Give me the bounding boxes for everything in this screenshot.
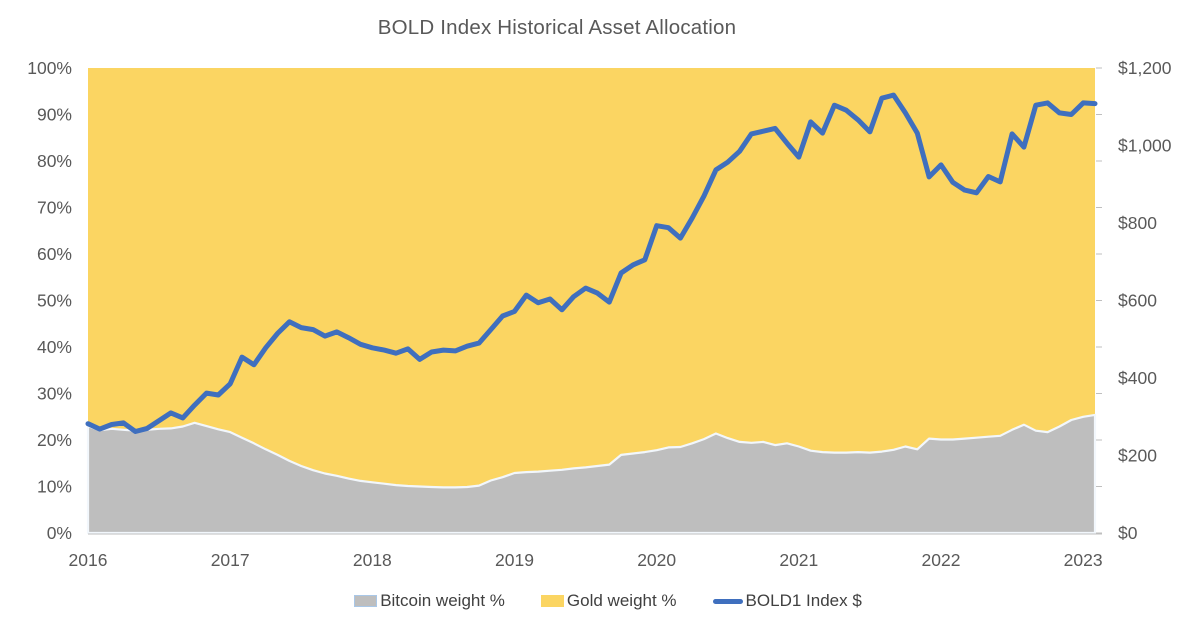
bold1-index-swatch — [712, 598, 743, 604]
legend-item-bold1-index: BOLD1 Index $ — [712, 591, 862, 611]
left-axis-label: 80% — [37, 151, 72, 171]
bold1-index-line — [85, 92, 1098, 434]
x-axis-label: 2018 — [353, 550, 392, 570]
x-axis-label: 2020 — [637, 550, 676, 570]
bitcoin-weight-swatch — [354, 595, 378, 607]
chart-legend: Bitcoin weight % Gold weight % BOLD1 Ind… — [88, 591, 1128, 611]
x-axis-label: 2022 — [922, 550, 961, 570]
x-axis-label: 2023 — [1064, 550, 1103, 570]
x-axis-label: 2017 — [211, 550, 250, 570]
right-axis-label: $1,000 — [1118, 136, 1172, 156]
x-axis-label: 2016 — [69, 550, 108, 570]
bitcoin-weight-area — [86, 413, 1097, 535]
legend-item-gold-weight: Gold weight % — [540, 591, 677, 611]
chart-title: BOLD Index Historical Asset Allocation — [377, 16, 737, 39]
right-axis-label: $600 — [1118, 291, 1157, 311]
right-axis-label: $200 — [1118, 446, 1157, 466]
right-axis-label: $400 — [1118, 368, 1157, 388]
left-axis-label: 60% — [37, 244, 72, 264]
gold-weight-swatch — [540, 595, 564, 607]
legend-label-gold-weight: Gold weight % — [566, 591, 677, 610]
left-axis-label: 70% — [37, 198, 72, 218]
legend-item-bitcoin-weight: Bitcoin weight % — [354, 591, 505, 611]
legend-label-bold1-index: BOLD1 Index $ — [745, 591, 862, 610]
left-axis-label: 100% — [27, 58, 72, 78]
left-axis-label: 10% — [37, 477, 72, 497]
left-axis-label: 50% — [37, 291, 72, 311]
x-axis-label: 2021 — [779, 550, 818, 570]
x-axis-label: 2019 — [495, 550, 534, 570]
right-axis-label: $800 — [1118, 213, 1157, 233]
right-axis-label: $0 — [1118, 523, 1138, 543]
left-axis-label: 30% — [37, 384, 72, 404]
right-axis-label: $1,200 — [1118, 58, 1172, 78]
left-axis-label: 0% — [47, 523, 72, 543]
legend-label-bitcoin-weight: Bitcoin weight % — [380, 591, 505, 610]
left-axis-label: 40% — [37, 337, 72, 357]
left-axis-label: 90% — [37, 105, 72, 125]
left-axis-label: 20% — [37, 430, 72, 450]
